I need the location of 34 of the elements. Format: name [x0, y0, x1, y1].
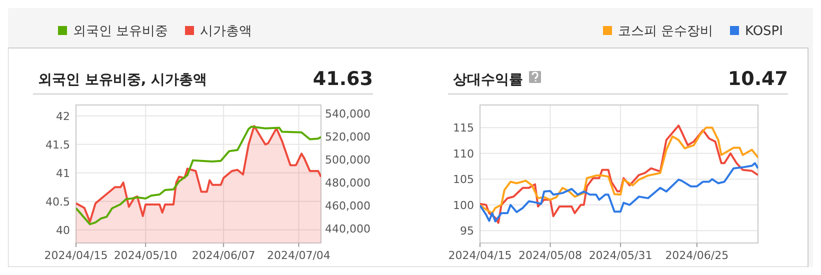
- legend-label: KOSPI: [745, 24, 783, 39]
- x-tick-label: 2024/06/07: [192, 249, 256, 262]
- x-tick-label: 2024/05/08: [518, 249, 582, 262]
- x-tick-label: 2024/05/31: [588, 249, 652, 262]
- legend-label: 시가총액: [200, 24, 252, 39]
- x-tick-label: 2024/05/10: [114, 249, 178, 262]
- y-tick-label: 95: [460, 224, 474, 238]
- y-tick-label: 110: [453, 147, 474, 160]
- x-tick-label: 2024/06/25: [665, 249, 729, 262]
- legend-label: 외국인 보유비중: [73, 24, 168, 39]
- y2-tick-label: 460,000: [325, 200, 370, 213]
- y-tick-label: 40.5: [46, 195, 70, 208]
- y-tick-label: 42: [56, 110, 70, 123]
- y2-tick-label: 520,000: [325, 130, 370, 144]
- y2-tick-label: 440,000: [325, 222, 370, 236]
- chart-title: 상대수익률: [453, 72, 523, 88]
- y2-tick-label: 540,000: [325, 107, 370, 120]
- x-tick-label: 2024/04/15: [448, 249, 512, 262]
- y-tick-label: 40: [56, 224, 70, 237]
- y2-tick-label: 480,000: [325, 176, 370, 190]
- y-tick-label: 100: [453, 198, 474, 212]
- y-tick-label: 105: [453, 173, 474, 186]
- text: 10.47: [728, 68, 788, 90]
- y2-tick-label: 500,000: [325, 153, 370, 166]
- y-tick-label: 41.5: [46, 138, 70, 152]
- y-tick-label: 115: [453, 122, 474, 135]
- line-series: [480, 162, 758, 222]
- y-tick-label: 41: [56, 166, 70, 180]
- x-tick-label: 2024/04/15: [44, 249, 108, 262]
- line-series: [76, 126, 321, 226]
- legend-label: 코스피 운수장비: [618, 24, 714, 39]
- x-tick-label: 2024/07/04: [267, 249, 330, 262]
- chart-title: 외국인 보유비중, 시가총액: [38, 72, 208, 88]
- text: 41.63: [312, 68, 373, 90]
